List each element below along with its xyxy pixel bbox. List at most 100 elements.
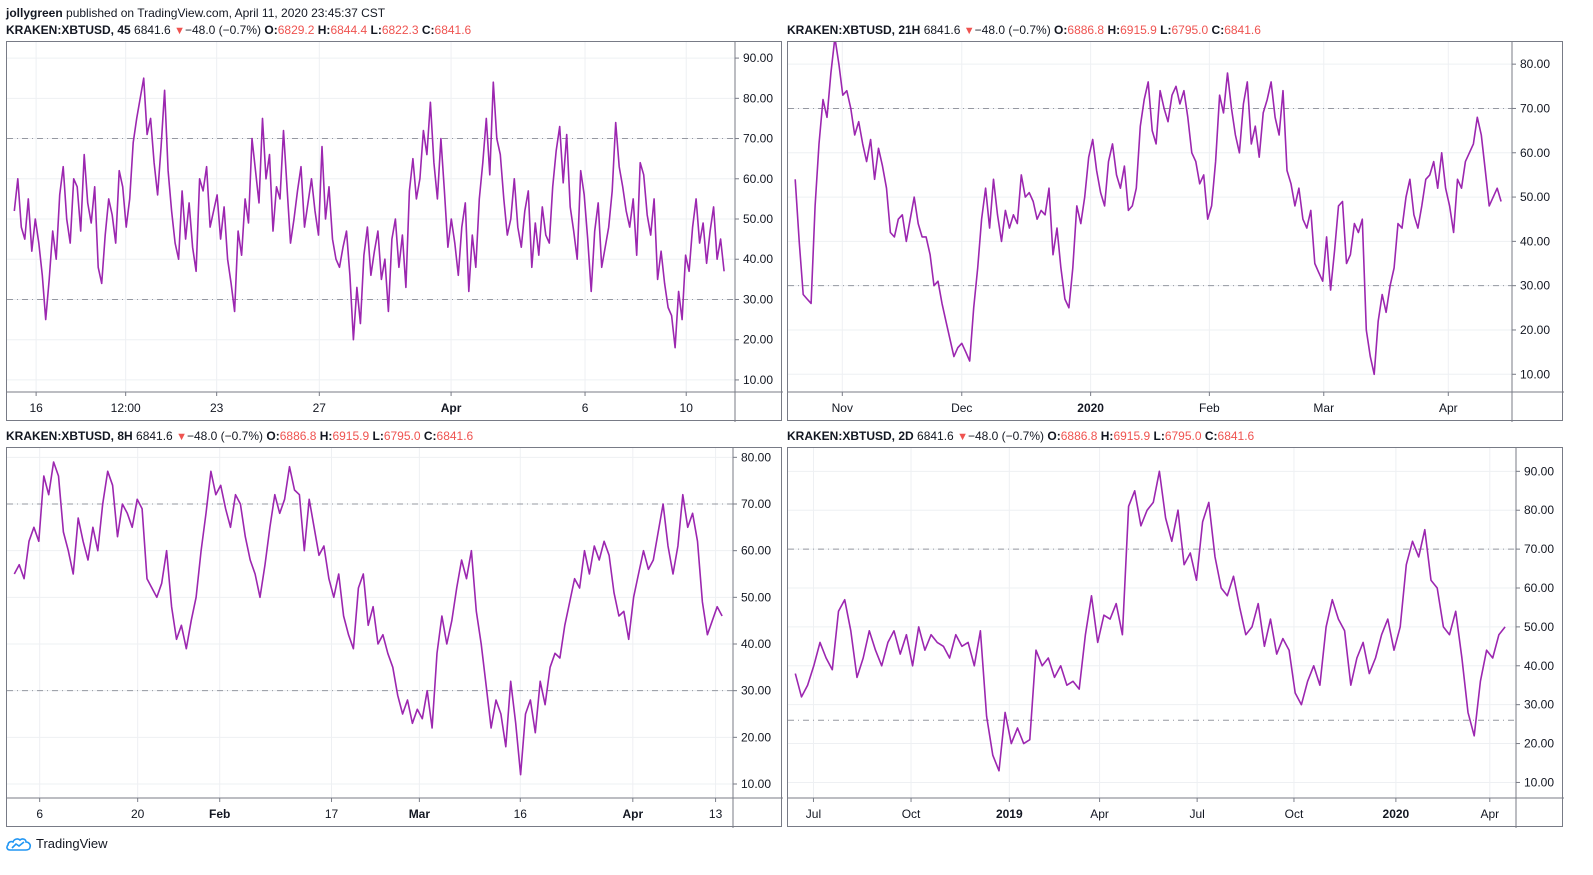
chart-area[interactable]: Nov Dec 2020 Feb Mar Apr 10.00 20.00 30.00 40.00 5… xyxy=(787,41,1564,422)
rsi-series-line xyxy=(13,461,723,776)
x-tick-label: 17 xyxy=(325,807,339,821)
down-arrow-icon: ▼ xyxy=(174,25,185,37)
x-tick-label: 6 xyxy=(582,401,589,415)
y-tick-label: 70.00 xyxy=(741,497,771,511)
low-value: 6795.0 xyxy=(1164,429,1202,443)
high-value: 6844.4 xyxy=(330,23,368,37)
y-tick-label: 10.00 xyxy=(1520,367,1550,381)
rsi-series-line xyxy=(794,42,1502,376)
symbol-label[interactable]: KRAKEN:XBTUSD, 21H xyxy=(787,23,921,37)
change-value: −48.0 (−0.7%) xyxy=(186,429,264,443)
price-value: 6841.6 xyxy=(917,429,954,443)
publisher-line: jollygreen published on TradingView.com,… xyxy=(6,6,385,20)
x-tick-label: 2019 xyxy=(996,807,1023,821)
price-value: 6841.6 xyxy=(923,23,961,37)
x-tick-label: 16 xyxy=(29,401,43,415)
x-tick-label: 6 xyxy=(36,807,43,821)
y-tick-label: 60.00 xyxy=(1524,581,1554,595)
open-value: 6886.8 xyxy=(279,429,317,443)
price-value: 6841.6 xyxy=(136,429,173,443)
close-label: C: xyxy=(1204,429,1218,443)
x-tick-label: Oct xyxy=(1285,807,1304,821)
y-tick-label: 50.00 xyxy=(741,590,771,604)
x-tick-label: 13 xyxy=(709,807,723,821)
close-value: 6841.6 xyxy=(1217,429,1255,443)
open-label: O: xyxy=(266,429,280,443)
low-value: 6795.0 xyxy=(383,429,421,443)
down-arrow-icon: ▼ xyxy=(963,25,975,37)
y-tick-label: 40.00 xyxy=(1524,659,1554,673)
x-tick-label: Feb xyxy=(1199,401,1220,415)
x-tick-label: 23 xyxy=(210,401,224,415)
open-label: O: xyxy=(264,23,278,37)
y-tick-label: 20.00 xyxy=(1520,323,1550,337)
y-tick-label: 70.00 xyxy=(1520,101,1550,115)
tradingview-cloud-icon xyxy=(6,837,32,851)
low-value: 6822.3 xyxy=(381,23,419,37)
close-label: C: xyxy=(1211,23,1225,37)
y-tick-label: 60.00 xyxy=(741,544,771,558)
symbol-label[interactable]: KRAKEN:XBTUSD, 45 xyxy=(6,23,131,37)
low-label: L: xyxy=(1160,23,1172,37)
chart-svg: 6 20 Feb 17 Mar 16 Apr 13 10.00 20.00 30.00 40.00 50… xyxy=(7,448,783,828)
y-tick-label: 30.00 xyxy=(743,292,773,306)
x-tick-label: Apr xyxy=(1090,807,1109,821)
y-tick-label: 50.00 xyxy=(743,212,773,226)
down-arrow-icon: ▼ xyxy=(957,431,968,443)
y-tick-label: 40.00 xyxy=(1520,234,1550,248)
y-tick-label: 80.00 xyxy=(743,91,773,105)
x-tick-label: Apr xyxy=(441,401,462,415)
chart-area[interactable]: 6 20 Feb 17 Mar 16 Apr 13 10.00 20.00 30.00 40.00 50… xyxy=(6,447,783,828)
close-value: 6841.6 xyxy=(436,429,474,443)
chart-area[interactable]: Jul Oct 2019 Apr Jul Oct 2020 Apr 10.00 20.00 30.0… xyxy=(787,447,1564,828)
high-value: 6915.9 xyxy=(1113,429,1151,443)
y-tick-label: 20.00 xyxy=(741,730,771,744)
x-tick-label: Dec xyxy=(951,401,972,415)
y-tick-label: 30.00 xyxy=(741,684,771,698)
high-label: H: xyxy=(319,429,333,443)
low-value: 6795.0 xyxy=(1171,23,1209,37)
high-label: H: xyxy=(1107,23,1121,37)
publisher-text: published on TradingView.com, April 11, … xyxy=(66,6,386,20)
x-tick-label: Oct xyxy=(902,807,921,821)
price-value: 6841.6 xyxy=(134,23,171,37)
symbol-label[interactable]: KRAKEN:XBTUSD, 2D xyxy=(787,429,914,443)
x-tick-label: Feb xyxy=(209,807,230,821)
chart-svg: Jul Oct 2019 Apr Jul Oct 2020 Apr 10.00 20.00 30.0… xyxy=(788,448,1564,828)
symbol-label[interactable]: KRAKEN:XBTUSD, 8H xyxy=(6,429,133,443)
y-tick-label: 70.00 xyxy=(1524,542,1554,556)
x-tick-label: 2020 xyxy=(1383,807,1410,821)
down-arrow-icon: ▼ xyxy=(176,431,187,443)
close-label: C: xyxy=(423,429,437,443)
chart-header: KRAKEN:XBTUSD, 2D 6841.6 ▼−48.0 (−0.7%) … xyxy=(787,428,1254,444)
x-tick-label: 2020 xyxy=(1077,401,1104,415)
x-tick-label: Apr xyxy=(1439,401,1458,415)
y-tick-label: 30.00 xyxy=(1520,279,1550,293)
x-tick-label: Jul xyxy=(806,807,821,821)
open-value: 6829.2 xyxy=(277,23,315,37)
low-label: L: xyxy=(1153,429,1165,443)
chart-area[interactable]: 16 12:00 23 27 Apr 6 10 10.00 20.00 30.00 40.00 50.… xyxy=(6,41,783,422)
chart-header: KRAKEN:XBTUSD, 21H 6841.6 ▼−48.0 (−0.7%)… xyxy=(787,22,1261,38)
y-tick-label: 90.00 xyxy=(743,51,773,65)
high-value: 6915.9 xyxy=(332,429,370,443)
rsi-series-line xyxy=(13,77,725,349)
y-tick-label: 40.00 xyxy=(743,252,773,266)
x-tick-label: 12:00 xyxy=(111,401,141,415)
x-tick-label: 16 xyxy=(514,807,528,821)
chart-header: KRAKEN:XBTUSD, 8H 6841.6 ▼−48.0 (−0.7%) … xyxy=(6,428,473,444)
y-tick-label: 80.00 xyxy=(1520,57,1550,71)
chart-header: KRAKEN:XBTUSD, 45 6841.6 ▼−48.0 (−0.7%) … xyxy=(6,22,471,38)
y-tick-label: 10.00 xyxy=(743,373,773,387)
x-tick-label: 10 xyxy=(680,401,694,415)
close-value: 6841.6 xyxy=(434,23,472,37)
y-tick-label: 50.00 xyxy=(1524,620,1554,634)
publisher-user[interactable]: jollygreen xyxy=(6,6,63,20)
change-value: −48.0 (−0.7%) xyxy=(184,23,262,37)
tradingview-logo[interactable]: TradingView xyxy=(6,836,108,851)
close-value: 6841.6 xyxy=(1224,23,1261,37)
y-tick-label: 20.00 xyxy=(743,333,773,347)
y-tick-label: 10.00 xyxy=(1524,775,1554,789)
x-tick-label: Nov xyxy=(832,401,853,415)
open-value: 6886.8 xyxy=(1067,23,1105,37)
